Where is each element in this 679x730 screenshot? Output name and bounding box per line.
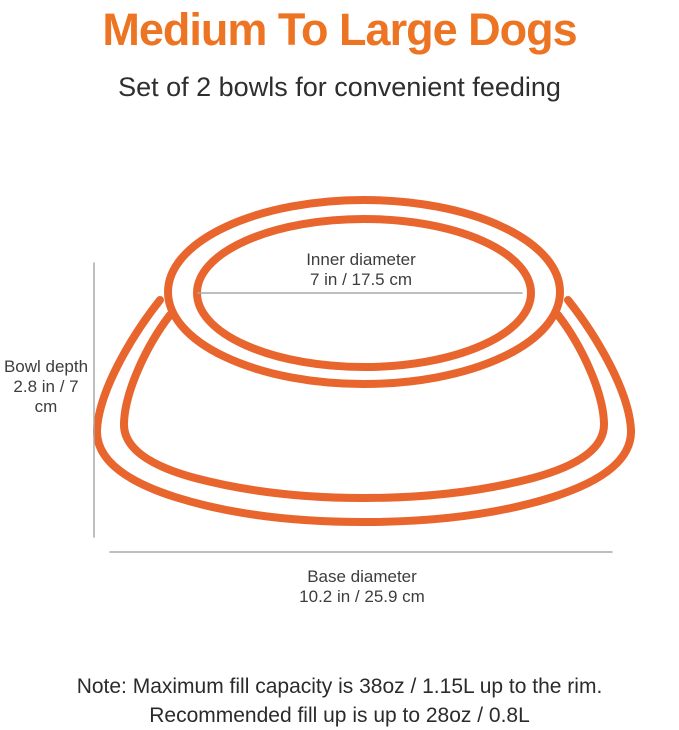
base-diameter-value: 10.2 in / 25.9 cm bbox=[299, 587, 425, 606]
inner-diameter-name: Inner diameter bbox=[306, 250, 416, 269]
base-diameter-name: Base diameter bbox=[307, 567, 417, 586]
page-subtitle: Set of 2 bowls for convenient feeding bbox=[118, 72, 561, 102]
capacity-note: Note: Maximum fill capacity is 38oz / 1.… bbox=[0, 672, 679, 730]
base-diameter-label: Base diameter 10.2 in / 25.9 cm bbox=[241, 567, 483, 607]
bowl-depth-value: 2.8 in / 7 cm bbox=[13, 377, 79, 416]
bowl-inner-rim-outline bbox=[193, 215, 535, 371]
bowl-depth-label: Bowl depth 2.8 in / 7 cm bbox=[0, 357, 92, 417]
bowl-base-outer-outline bbox=[92, 296, 636, 526]
capacity-note-line1: Note: Maximum fill capacity is 38oz / 1.… bbox=[76, 675, 603, 698]
inner-diameter-label: Inner diameter 7 in / 17.5 cm bbox=[240, 250, 482, 290]
bowl-depth-name: Bowl depth bbox=[3, 357, 89, 376]
bowl-base-ridge-outline bbox=[120, 311, 608, 502]
inner-diameter-value: 7 in / 17.5 cm bbox=[309, 270, 413, 289]
page-title: Medium To Large Dogs bbox=[102, 4, 577, 55]
bowl-outer-rim-outline bbox=[164, 196, 564, 388]
capacity-note-line2: Recommended fill up is up to 28oz / 0.8L bbox=[149, 704, 530, 727]
